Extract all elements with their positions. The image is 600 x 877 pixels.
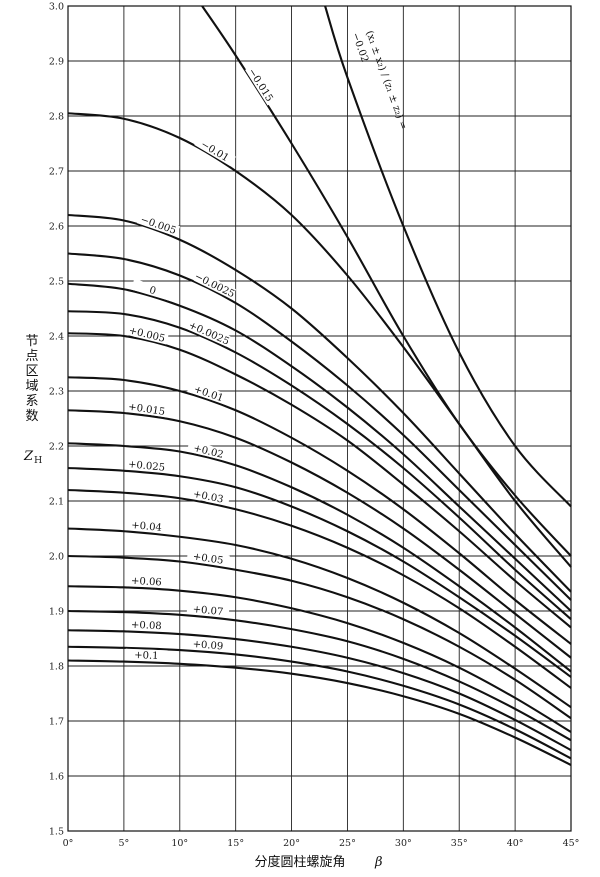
curve-label: +0.05 <box>192 551 224 566</box>
curve-line <box>67 213 572 593</box>
curve-line <box>67 310 572 621</box>
x-axis-label: 分度圆柱螺旋角 <box>254 854 345 870</box>
curve-label-background <box>125 648 168 662</box>
curve-line <box>67 332 572 629</box>
tick-label-group: 0° 5° 10° 15° 20° 25° 30° 35° 40° 45° 1.5 1.6 1.7 1.8… <box>49 2 580 850</box>
x-tick-label: 35° <box>451 838 468 849</box>
curve-line <box>67 112 572 568</box>
y-tick-label: 1.7 <box>49 717 64 728</box>
y-axis-symbol-subscript: H <box>34 455 42 466</box>
x-tick-label: 5° <box>118 838 129 849</box>
curve-label-background <box>186 637 230 652</box>
curve-line <box>67 252 572 601</box>
y-axis-label-char: 域 <box>25 379 38 394</box>
curve-line <box>67 466 572 678</box>
curve-label-background <box>131 278 175 302</box>
y-tick-label: 2.3 <box>49 387 64 398</box>
curve-label-background <box>186 602 230 618</box>
y-axis-label-char: 区 <box>25 364 38 379</box>
curve-label-background <box>136 212 181 237</box>
curve-label-background <box>125 618 168 632</box>
y-tick-label: 2.1 <box>49 497 64 508</box>
curve-label: 0 <box>148 285 157 297</box>
x-tick-label: 20° <box>283 838 300 849</box>
y-tick-label: 2.6 <box>49 222 64 233</box>
x-tick-label: 25° <box>339 838 356 849</box>
curve-label: +0.09 <box>192 639 223 652</box>
y-tick-label: 3.0 <box>49 2 64 13</box>
curve-line <box>67 659 572 766</box>
y-axis-symbol: Z <box>23 449 34 464</box>
x-tick-label: 15° <box>227 838 244 849</box>
curve-line <box>67 645 572 760</box>
curve-label-background <box>186 549 230 567</box>
curve-line <box>67 609 572 742</box>
curve-label: +0.1 <box>134 650 159 662</box>
curve-label-background <box>194 135 236 167</box>
y-axis-label-char: 数 <box>25 409 38 424</box>
curve-label: +0.04 <box>131 520 163 534</box>
curve-line <box>67 585 572 733</box>
curve-line <box>67 376 572 645</box>
y-tick-label: 2.4 <box>49 332 64 343</box>
curve-label-background <box>125 457 169 473</box>
curve-line <box>324 5 572 508</box>
x-tick-label: 0° <box>63 838 74 849</box>
curve-label: +0.07 <box>192 604 224 618</box>
curve-label-background <box>125 323 169 345</box>
x-tick-label: 45° <box>563 838 580 849</box>
y-tick-label: 2.8 <box>49 112 64 123</box>
y-tick-label: 2.2 <box>49 442 64 453</box>
curve-line <box>67 282 572 612</box>
y-tick-label: 2.0 <box>49 552 64 563</box>
curve-label-background <box>125 518 169 534</box>
grid-lines <box>67 5 572 832</box>
curve-label-background <box>125 400 169 418</box>
curve-label-group: (x₁ ± x₂) / (z₁ ± z₂) =−0.02−0.015−0.01−… <box>125 29 409 662</box>
y-tick-label: 2.5 <box>49 277 64 288</box>
y-tick-label: 1.8 <box>49 662 64 673</box>
curve-line <box>67 488 572 689</box>
y-tick-label: 2.9 <box>49 57 64 68</box>
x-tick-label: 10° <box>171 838 188 849</box>
curve-label: +0.015 <box>127 402 165 418</box>
curve-label-background <box>187 381 231 406</box>
y-tick-label: 1.6 <box>49 772 64 783</box>
curve-label-background <box>245 64 277 106</box>
curve-line <box>67 554 572 720</box>
curve-label: +0.025 <box>128 459 166 474</box>
curve-label-background <box>186 486 231 506</box>
curve-label-background <box>187 319 231 347</box>
curve-group <box>67 5 572 766</box>
y-axis-label-char: 系 <box>25 394 38 409</box>
y-tick-label: 2.7 <box>49 167 64 178</box>
x-tick-label: 30° <box>395 838 412 849</box>
curve-line <box>67 527 572 709</box>
y-axis-label-char: 点 <box>25 349 38 364</box>
curve-label-background <box>186 440 231 462</box>
y-tick-label: 1.9 <box>49 607 64 618</box>
x-tick-label: 40° <box>507 838 524 849</box>
y-tick-label: 1.5 <box>49 827 64 838</box>
curve-label: +0.06 <box>131 576 162 589</box>
curve-line <box>67 409 572 659</box>
curve-line <box>67 629 572 752</box>
curve-label: +0.08 <box>131 620 162 632</box>
y-axis-label-char: 节 <box>25 334 38 349</box>
plot-frame <box>67 5 572 832</box>
curve-label-background <box>193 270 237 300</box>
curve-line <box>67 442 572 673</box>
x-axis-symbol: β <box>374 855 383 870</box>
curve-label-background <box>125 574 168 588</box>
